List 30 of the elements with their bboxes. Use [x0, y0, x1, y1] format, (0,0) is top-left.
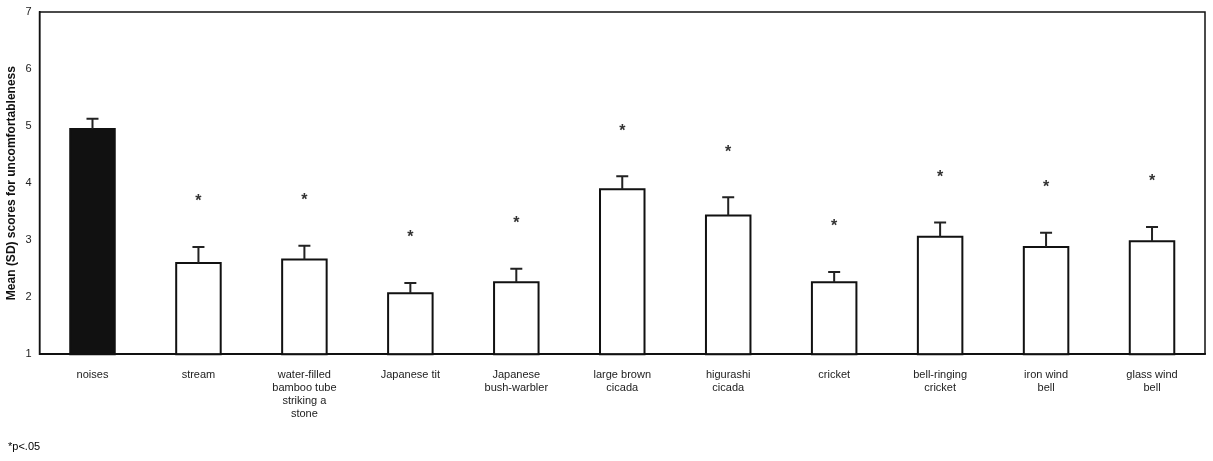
y-tick-label: 7 — [25, 5, 32, 18]
annotation: * — [831, 217, 839, 235]
annotation: * — [195, 192, 203, 210]
annotation: * — [725, 142, 733, 160]
x-tick-label: bell-ringing cricket — [913, 367, 968, 394]
x-tick-label: Japanese tit — [380, 367, 441, 380]
annotation: * — [1148, 172, 1156, 190]
y-tick-label: 6 — [25, 62, 32, 75]
annotation: * — [1042, 178, 1050, 196]
x-tick-label: large brown cicada — [593, 367, 651, 394]
annotation: * — [513, 214, 521, 232]
y-tick-label: 5 — [25, 119, 32, 132]
x-tick-label: glass wind bell — [1126, 367, 1178, 394]
y-tick-label: 2 — [25, 290, 32, 303]
annotation: * — [619, 121, 627, 139]
annotation: * — [301, 191, 309, 209]
x-tick-label: stream — [181, 367, 216, 380]
x-tick-label: noises — [76, 367, 109, 380]
annotation: * — [937, 167, 944, 185]
y-tick-label: 1 — [25, 347, 32, 360]
text: *p<.05 — [8, 440, 41, 452]
x-tick-label: higurashi cicada — [705, 367, 751, 394]
y-axis-title: Mean (SD) scores for uncomfortableness — [3, 65, 18, 301]
y-tick-label: 4 — [25, 176, 32, 189]
y-tick-label: 3 — [25, 233, 32, 246]
x-tick-label: iron wind bell — [1024, 367, 1069, 394]
x-tick-label: water-filled bamboo tube striking a stone — [272, 367, 337, 420]
x-tick-label: cricket — [818, 367, 851, 380]
annotation: * — [407, 228, 415, 246]
x-tick-label: Japanese bush-warbler — [484, 367, 549, 394]
